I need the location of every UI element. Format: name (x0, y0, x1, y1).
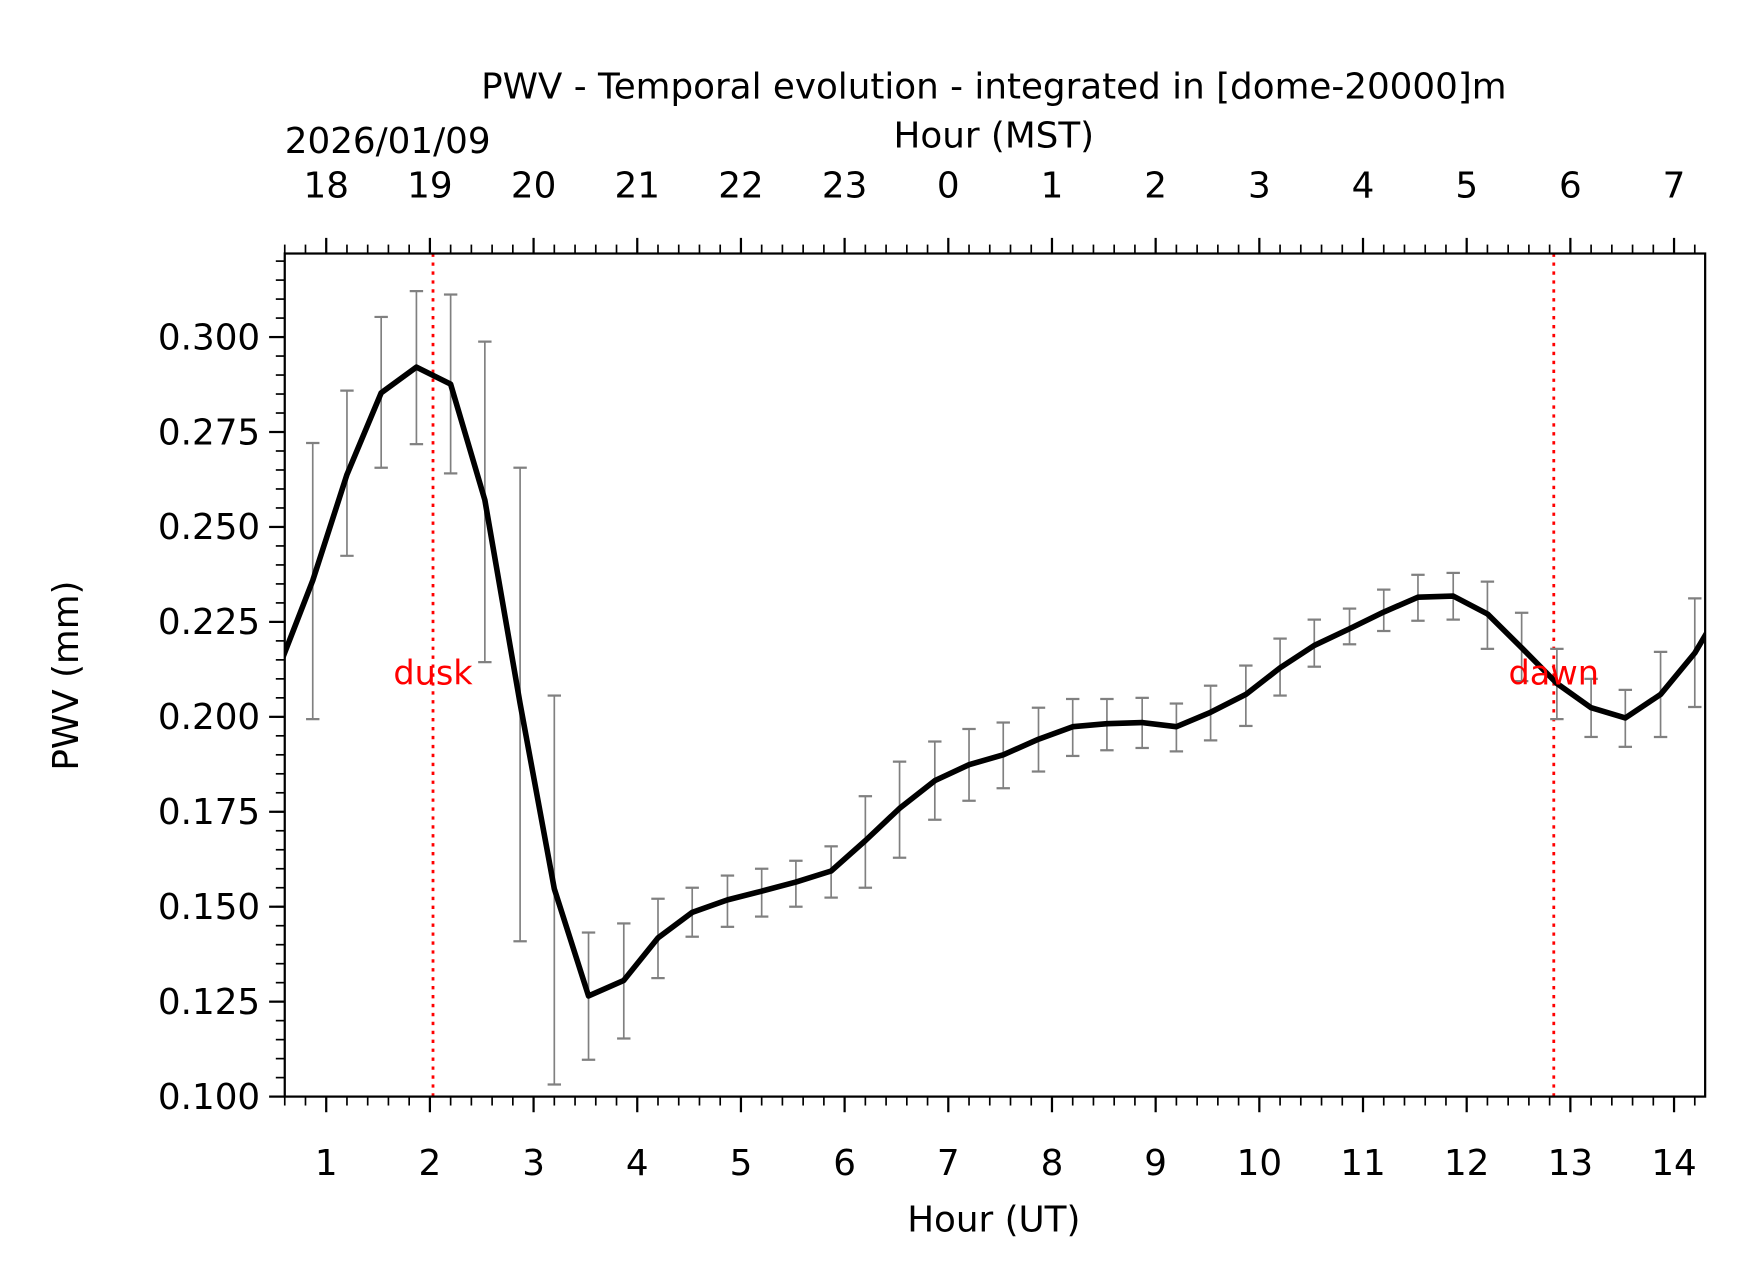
x-tick-label: 7 (937, 1143, 960, 1184)
y-tick-label: 0.250 (158, 507, 260, 548)
x-top-tick-label: 4 (1352, 166, 1375, 207)
x-top-axis-label: Hour (MST) (894, 115, 1095, 156)
x-top-tick-label: 2 (1144, 166, 1167, 207)
x-top-tick-label: 18 (303, 166, 348, 207)
y-tick-label: 0.200 (158, 697, 260, 738)
x-tick-label: 4 (626, 1143, 649, 1184)
x-tick-label: 10 (1237, 1143, 1282, 1184)
x-tick-label: 8 (1041, 1143, 1064, 1184)
x-top-tick-label: 22 (718, 166, 763, 207)
axis-ticks: 1182193204215226237081921031141251361470… (158, 166, 1697, 1184)
x-tick-label: 1 (315, 1143, 338, 1184)
x-top-tick-label: 19 (407, 166, 452, 207)
x-top-tick-label: 3 (1248, 166, 1271, 207)
y-axis-label: PWV (mm) (46, 581, 87, 771)
x-top-tick-label: 23 (822, 166, 867, 207)
x-tick-label: 11 (1340, 1143, 1385, 1184)
x-tick-label: 12 (1444, 1143, 1489, 1184)
chart-title: PWV - Temporal evolution - integrated in… (481, 66, 1507, 107)
dusk-dawn-lines (431, 253, 1556, 1097)
x-tick-label: 14 (1651, 1143, 1696, 1184)
y-tick-label: 0.175 (158, 792, 260, 833)
y-tick-label: 0.125 (158, 982, 260, 1023)
y-tick-label: 0.275 (158, 412, 260, 453)
x-top-tick-label: 0 (937, 166, 960, 207)
y-tick-label: 0.100 (158, 1077, 260, 1118)
dawn-label: dawn (1509, 653, 1599, 692)
x-tick-label: 5 (730, 1143, 753, 1184)
x-axis-label: Hour (UT) (907, 1200, 1080, 1241)
series-group (284, 364, 1706, 999)
y-tick-label: 0.300 (158, 317, 260, 358)
x-tick-label: 6 (833, 1143, 856, 1184)
y-tick-label: 0.225 (158, 602, 260, 643)
annotations: dusk dawn (393, 653, 1599, 692)
x-top-tick-label: 7 (1663, 166, 1686, 207)
plot-frame (283, 252, 1707, 1098)
x-top-tick-label: 20 (511, 166, 556, 207)
dusk-label: dusk (393, 653, 473, 692)
x-top-tick-label: 21 (615, 166, 660, 207)
x-tick-label: 9 (1144, 1143, 1167, 1184)
x-top-tick-label: 5 (1455, 166, 1478, 207)
pwv-line (284, 364, 1706, 999)
y-tick-label: 0.150 (158, 887, 260, 928)
date-label: 2026/01/09 (285, 121, 491, 162)
x-top-tick-label: 1 (1041, 166, 1064, 207)
x-tick-label: 3 (522, 1143, 545, 1184)
x-tick-label: 2 (419, 1143, 442, 1184)
x-tick-label: 13 (1548, 1143, 1593, 1184)
x-top-tick-label: 6 (1559, 166, 1582, 207)
